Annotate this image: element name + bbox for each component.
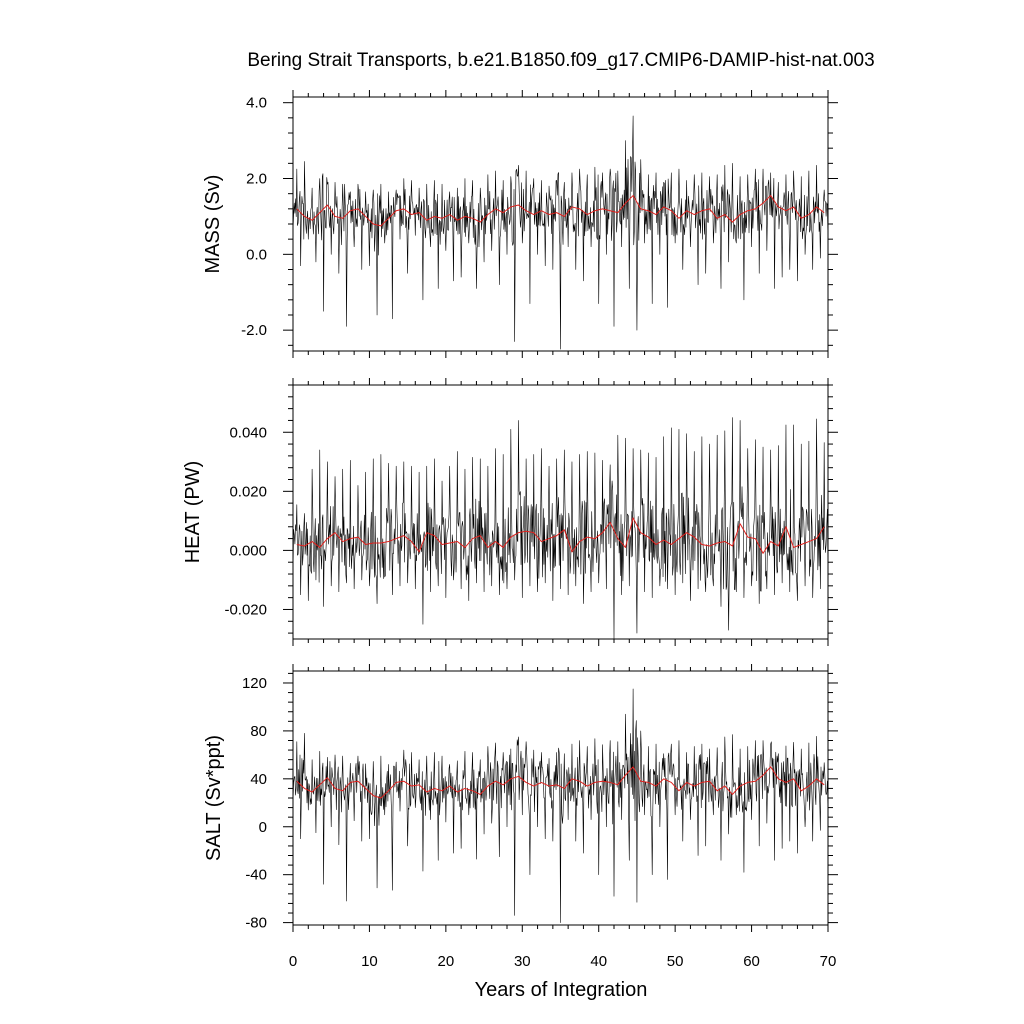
salt-ytick-label: -40 <box>245 867 267 884</box>
mass-annual-line <box>296 195 825 227</box>
heat-monthly-line <box>292 417 829 640</box>
heat-ytick-labels: 0.040 0.020 0.000 -0.020 <box>224 424 267 618</box>
panel-heat: 0.040 0.020 0.000 -0.020 HEAT (PW) <box>182 378 838 646</box>
salt-ytick-label: -80 <box>245 915 267 932</box>
heat-ytick-label: 0.000 <box>229 542 267 559</box>
heat-ytick-label: 0.020 <box>229 483 267 500</box>
salt-ytick-label: 120 <box>242 675 267 692</box>
salt-ytick-labels: 120 80 40 0 -40 -80 <box>242 675 267 932</box>
mass-monthly-line <box>292 115 829 350</box>
salt-monthly-series <box>292 688 829 923</box>
x-tick-label: 70 <box>820 953 837 970</box>
salt-annual-line <box>296 766 825 799</box>
mass-monthly-series <box>292 115 829 350</box>
heat-monthly-series <box>292 417 829 640</box>
mass-annual-series <box>296 195 825 227</box>
x-tick-label: 40 <box>590 953 607 970</box>
heat-annual-series <box>296 517 825 554</box>
mass-ytick-label: 4.0 <box>246 95 267 112</box>
salt-ytick-label: 40 <box>250 771 267 788</box>
salt-grid-ticks <box>283 664 838 932</box>
salt-annual-series <box>296 766 825 799</box>
mass-ytick-labels: 4.0 2.0 0.0 -2.0 <box>241 95 267 339</box>
salt-ytick-label: 80 <box>250 723 267 740</box>
chart-title: Bering Strait Transports, b.e21.B1850.f0… <box>247 50 874 71</box>
mass-grid-ticks <box>283 90 838 358</box>
x-tick-labels: 0 10 20 30 40 50 60 70 <box>289 953 837 970</box>
mass-ytick-label: 0.0 <box>246 246 267 263</box>
x-axis-label: Years of Integration <box>475 979 648 1001</box>
x-tick-label: 60 <box>743 953 760 970</box>
mass-ytick-label: -2.0 <box>241 322 267 339</box>
x-tick-label: 50 <box>667 953 684 970</box>
x-tick-label: 30 <box>514 953 531 970</box>
panel-mass: 4.0 2.0 0.0 -2.0 MASS (Sv) <box>202 90 838 358</box>
panel-salt: 120 80 40 0 -40 -80 SALT (Sv*ppt) <box>203 664 838 932</box>
salt-ytick-label: 0 <box>259 819 267 836</box>
heat-grid-ticks <box>283 378 838 646</box>
heat-annual-line <box>296 517 825 554</box>
heat-y-axis-label: HEAT (PW) <box>182 461 204 564</box>
x-tick-label: 10 <box>361 953 378 970</box>
heat-ytick-label: -0.020 <box>224 601 267 618</box>
salt-y-axis-label: SALT (Sv*ppt) <box>203 735 225 861</box>
heat-plot-frame <box>292 384 829 640</box>
mass-ytick-label: 2.0 <box>246 171 267 188</box>
x-tick-label: 20 <box>438 953 455 970</box>
heat-ytick-label: 0.040 <box>229 424 267 441</box>
mass-y-axis-label: MASS (Sv) <box>202 175 224 274</box>
x-tick-label: 0 <box>289 953 297 970</box>
salt-monthly-line <box>292 688 829 923</box>
